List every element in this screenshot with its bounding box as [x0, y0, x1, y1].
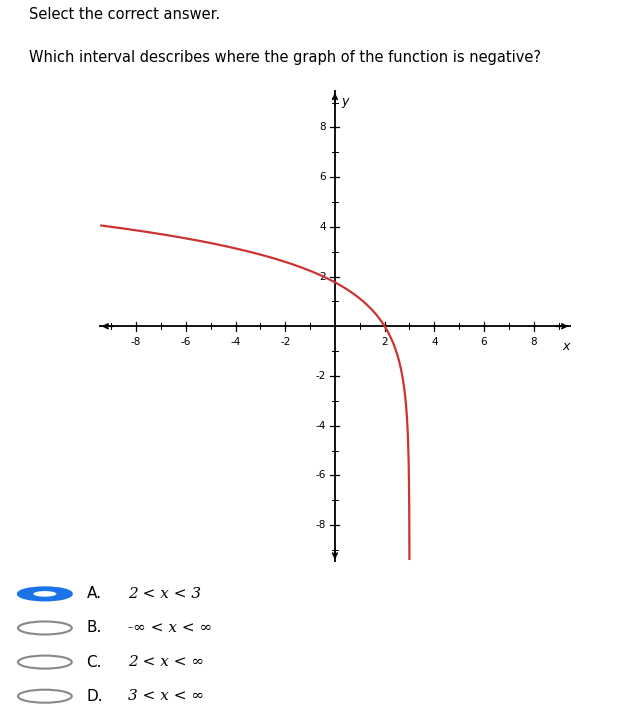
- Text: D.: D.: [87, 689, 103, 704]
- Text: 8: 8: [320, 123, 326, 133]
- Text: -6: -6: [316, 470, 326, 480]
- Text: 2 < x < 3: 2 < x < 3: [128, 587, 201, 601]
- Text: B.: B.: [87, 621, 102, 635]
- Circle shape: [18, 622, 72, 634]
- Text: 4: 4: [320, 222, 326, 232]
- Text: 4: 4: [431, 337, 438, 348]
- Circle shape: [18, 690, 72, 703]
- Text: -2: -2: [280, 337, 290, 348]
- Text: 8: 8: [531, 337, 537, 348]
- Text: C.: C.: [87, 655, 102, 670]
- Text: A.: A.: [87, 586, 101, 601]
- Text: -6: -6: [181, 337, 191, 348]
- Text: -2: -2: [316, 371, 326, 381]
- Circle shape: [18, 655, 72, 668]
- Text: 6: 6: [320, 172, 326, 182]
- Text: x: x: [562, 340, 570, 353]
- Circle shape: [33, 591, 56, 597]
- Text: y: y: [341, 95, 349, 108]
- Text: -8: -8: [131, 337, 141, 348]
- Text: 2: 2: [320, 272, 326, 281]
- Text: -8: -8: [316, 520, 326, 530]
- Text: -4: -4: [316, 420, 326, 430]
- Text: Select the correct answer.: Select the correct answer.: [29, 7, 220, 22]
- Circle shape: [18, 588, 72, 601]
- Text: 6: 6: [481, 337, 487, 348]
- Text: Which interval describes where the graph of the function is negative?: Which interval describes where the graph…: [29, 50, 541, 65]
- Text: -∞ < x < ∞: -∞ < x < ∞: [128, 621, 212, 635]
- Text: -4: -4: [230, 337, 240, 348]
- Text: 3 < x < ∞: 3 < x < ∞: [128, 689, 204, 703]
- Text: 2 < x < ∞: 2 < x < ∞: [128, 655, 204, 669]
- Text: 2: 2: [381, 337, 388, 348]
